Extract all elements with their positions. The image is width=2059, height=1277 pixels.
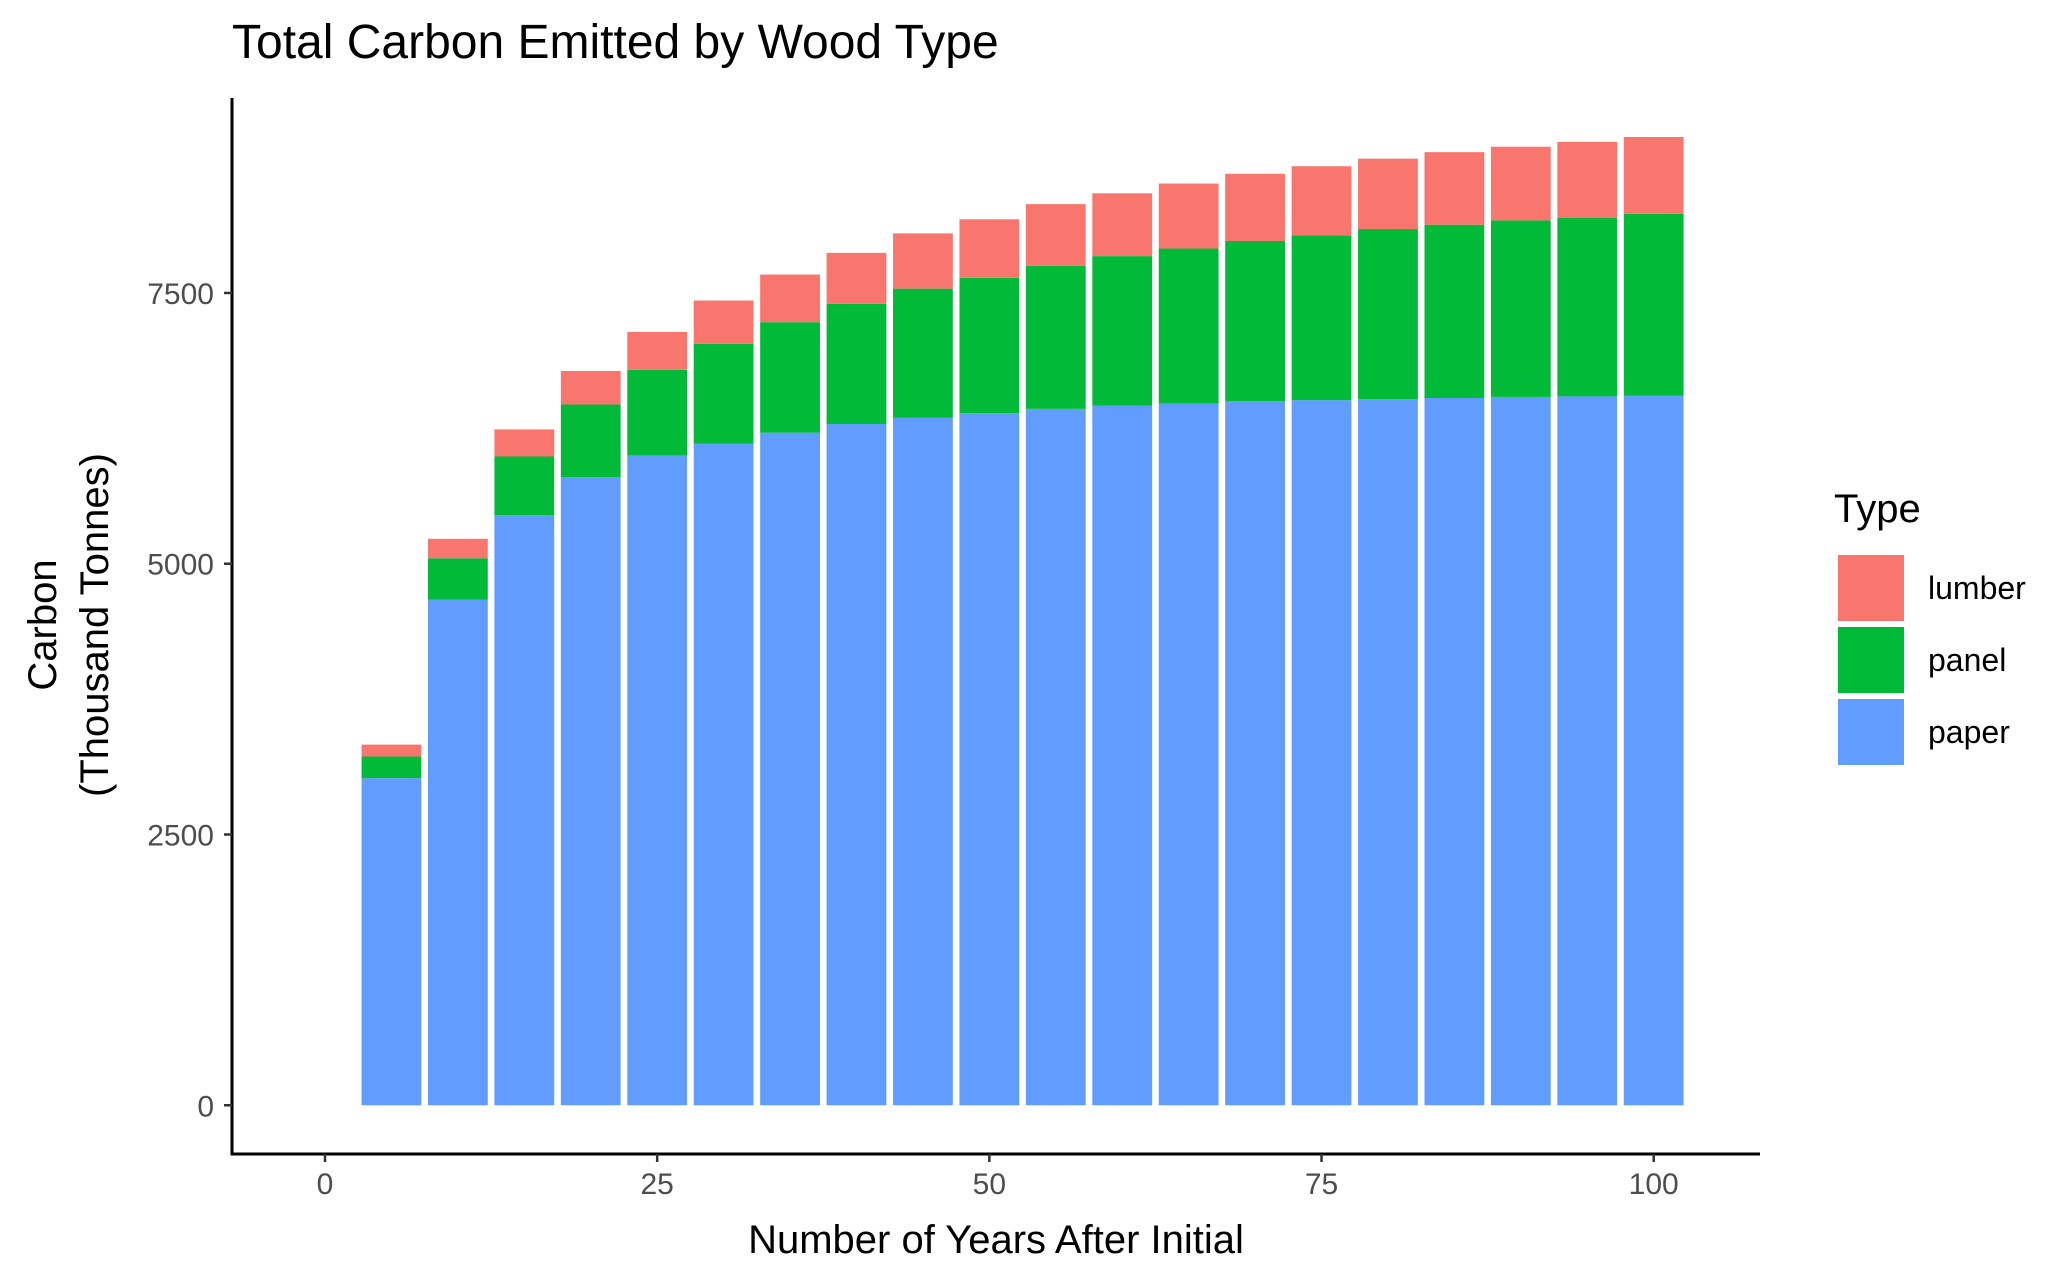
x-tick-label-50: 50: [973, 1168, 1006, 1201]
bar-lumber-75: [1291, 166, 1352, 236]
y-tick-label-7500: 7500: [147, 278, 214, 311]
bar-panel-100: [1623, 213, 1684, 396]
bar-panel-90: [1490, 220, 1551, 397]
bar-lumber-90: [1490, 146, 1551, 221]
ticks-group: 0 2500 5000 7500 0 25 50 75 100: [147, 278, 1678, 1201]
bar-paper-25: [627, 455, 688, 1106]
x-axis-title: Number of Years After Initial: [748, 1218, 1244, 1262]
bar-paper-40: [826, 424, 887, 1106]
bar-lumber-20: [560, 370, 621, 405]
bar-lumber-80: [1358, 158, 1418, 230]
bar-paper-90: [1490, 396, 1551, 1106]
bar-panel-95: [1557, 217, 1618, 397]
axes-group: [230, 98, 1760, 1156]
bar-panel-25: [627, 369, 688, 456]
legend-label-lumber: lumber: [1928, 570, 2026, 606]
bar-paper-70: [1225, 401, 1285, 1106]
bar-panel-10: [427, 558, 488, 600]
bar-lumber-60: [1092, 193, 1153, 257]
bar-paper-5: [361, 778, 422, 1106]
bar-paper-100: [1623, 395, 1684, 1106]
legend-key-lumber: [1838, 555, 1904, 621]
bar-panel-70: [1225, 240, 1285, 402]
bar-panel-60: [1092, 256, 1153, 406]
bar-paper-55: [1025, 408, 1086, 1106]
bar-paper-15: [494, 514, 555, 1106]
bar-panel-50: [959, 277, 1020, 414]
x-tick-label-25: 25: [640, 1168, 673, 1201]
y-axis-title: Carbon (Thousand Tonnes): [21, 453, 117, 797]
x-tick-label-0: 0: [317, 1168, 334, 1201]
bar-lumber-5: [361, 744, 422, 757]
bar-panel-35: [760, 322, 820, 433]
bar-lumber-55: [1025, 204, 1086, 266]
y-axis-title-line2: (Thousand Tonnes): [73, 453, 117, 797]
bar-panel-45: [893, 288, 953, 418]
bar-panel-80: [1358, 229, 1418, 400]
bar-lumber-70: [1225, 173, 1285, 241]
legend-key-panel: [1838, 627, 1904, 693]
y-tick-label-2500: 2500: [147, 819, 214, 852]
chart-title: Total Carbon Emitted by Wood Type: [232, 16, 999, 69]
bar-paper-30: [693, 443, 754, 1106]
bar-panel-85: [1424, 224, 1485, 399]
y-axis-title-line1: Carbon: [21, 559, 65, 690]
bar-lumber-30: [693, 300, 754, 344]
x-tick-label-75: 75: [1305, 1168, 1338, 1201]
x-tick-label-100: 100: [1629, 1168, 1679, 1201]
bar-lumber-35: [760, 274, 820, 323]
bar-panel-15: [494, 456, 555, 515]
bar-paper-60: [1092, 405, 1153, 1106]
bar-lumber-95: [1557, 141, 1618, 218]
bar-paper-45: [893, 417, 953, 1106]
bar-lumber-10: [427, 538, 488, 559]
legend: Type lumber panel paper: [1834, 487, 2026, 765]
legend-label-paper: paper: [1928, 714, 2010, 750]
bar-paper-85: [1424, 398, 1485, 1106]
bar-lumber-85: [1424, 152, 1485, 225]
bar-panel-55: [1025, 265, 1086, 409]
y-tick-label-5000: 5000: [147, 549, 214, 582]
bar-paper-20: [560, 477, 621, 1106]
bars-group: [361, 136, 1684, 1106]
y-tick-label-0: 0: [197, 1090, 214, 1123]
bar-paper-65: [1158, 403, 1219, 1106]
legend-key-paper: [1838, 699, 1904, 765]
bar-lumber-100: [1623, 136, 1684, 214]
legend-label-panel: panel: [1928, 642, 2006, 678]
bar-lumber-50: [959, 219, 1020, 278]
bar-lumber-25: [627, 331, 688, 370]
legend-title: Type: [1834, 487, 1921, 531]
bar-paper-95: [1557, 396, 1618, 1106]
bar-paper-80: [1358, 399, 1418, 1106]
bar-paper-10: [427, 599, 488, 1106]
bar-paper-75: [1291, 400, 1352, 1106]
bar-panel-5: [361, 756, 422, 779]
bar-panel-30: [693, 343, 754, 444]
bar-lumber-40: [826, 252, 887, 304]
bar-panel-20: [560, 404, 621, 478]
bar-panel-40: [826, 303, 887, 424]
bar-panel-65: [1158, 248, 1219, 404]
bar-paper-50: [959, 413, 1020, 1106]
bar-lumber-45: [893, 233, 953, 289]
bar-lumber-65: [1158, 183, 1219, 249]
bar-panel-75: [1291, 235, 1352, 401]
bar-lumber-15: [494, 429, 555, 457]
bar-paper-35: [760, 432, 820, 1106]
